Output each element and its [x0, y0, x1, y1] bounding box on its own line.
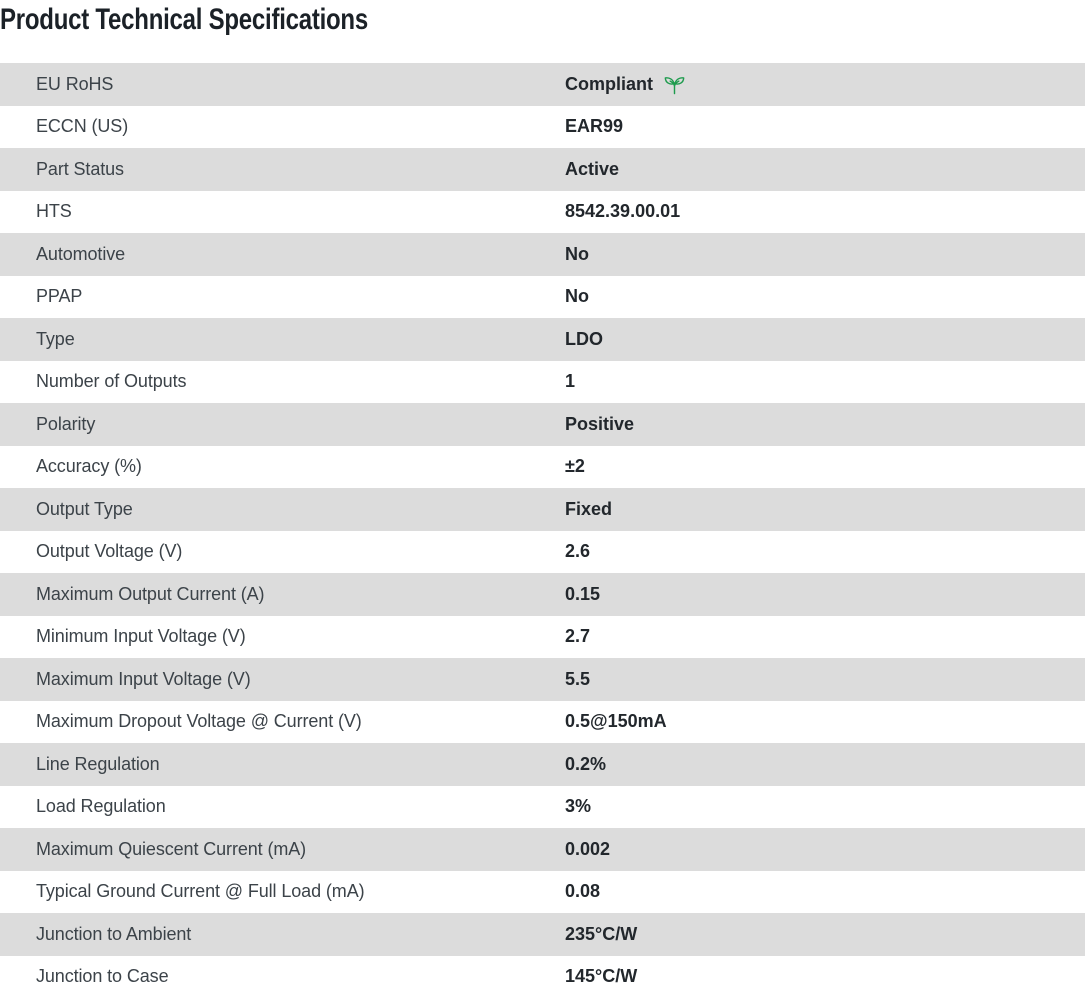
table-row: Line Regulation 0.2%	[0, 743, 1085, 786]
spec-label: Number of Outputs	[36, 371, 187, 392]
spec-value: 5.5	[565, 669, 1085, 690]
spec-value: EAR99	[565, 116, 1085, 137]
table-row: PPAP No	[0, 275, 1085, 318]
spec-label: Part Status	[36, 158, 124, 179]
spec-value-text: 0.002	[565, 838, 611, 859]
table-row: Part Status Active	[0, 148, 1085, 191]
spec-value-text: 2.6	[565, 541, 591, 562]
spec-label: HTS	[36, 201, 72, 222]
spec-value-text: ±2	[565, 456, 585, 477]
spec-value-text: EAR99	[565, 116, 624, 137]
spec-label: Output Type	[36, 498, 133, 519]
spec-value: LDO	[565, 329, 1085, 350]
table-row: EU RoHS Compliant	[0, 63, 1085, 106]
table-row: Typical Ground Current @ Full Load (mA) …	[0, 870, 1085, 913]
table-row: Load Regulation 3%	[0, 785, 1085, 828]
spec-value-text: Compliant	[565, 73, 653, 94]
spec-label: Polarity	[36, 413, 96, 434]
spec-label: Minimum Input Voltage (V)	[36, 626, 246, 647]
table-row: Number of Outputs 1	[0, 360, 1085, 403]
spec-label: Junction to Case	[36, 966, 169, 987]
spec-value-text: LDO	[565, 328, 603, 349]
spec-label: Maximum Output Current (A)	[36, 583, 265, 604]
spec-value-text: No	[565, 286, 589, 307]
table-row: Output Voltage (V) 2.6	[0, 530, 1085, 573]
spec-value-text: 8542.39.00.01	[565, 201, 681, 222]
spec-value: 235°C/W	[565, 924, 1085, 945]
spec-value: ±2	[565, 456, 1085, 477]
spec-value: Active	[565, 159, 1085, 180]
spec-value-text: Active	[565, 158, 620, 179]
table-row: Type LDO	[0, 318, 1085, 361]
table-row: Maximum Quiescent Current (mA) 0.002	[0, 828, 1085, 871]
spec-value-text: 235°C/W	[565, 923, 638, 944]
spec-value: 0.5@150mA	[565, 711, 1085, 732]
spec-value: 2.7	[565, 626, 1085, 647]
spec-value-text: No	[565, 243, 589, 264]
spec-value: Compliant	[565, 73, 1085, 95]
spec-value-text: 5.5	[565, 668, 591, 689]
spec-value: Positive	[565, 414, 1085, 435]
spec-value-text: Fixed	[565, 498, 613, 519]
table-row: Maximum Input Voltage (V) 5.5	[0, 658, 1085, 701]
spec-label: Automotive	[36, 243, 126, 264]
spec-value: 0.15	[565, 584, 1085, 605]
page-title: Product Technical Specifications	[0, 3, 368, 36]
spec-label: EU RoHS	[36, 73, 114, 94]
spec-value: 8542.39.00.01	[565, 201, 1085, 222]
spec-label: Load Regulation	[36, 796, 166, 817]
spec-label: Accuracy (%)	[36, 456, 142, 477]
spec-value: 0.002	[565, 839, 1085, 860]
table-row: Junction to Case 145°C/W	[0, 955, 1085, 998]
table-row: Junction to Ambient 235°C/W	[0, 913, 1085, 956]
spec-value-text: Positive	[565, 413, 635, 434]
spec-value: 2.6	[565, 541, 1085, 562]
table-row: Maximum Output Current (A) 0.15	[0, 573, 1085, 616]
spec-value: 0.08	[565, 881, 1085, 902]
spec-label: Junction to Ambient	[36, 923, 192, 944]
spec-value-text: 0.2%	[565, 753, 607, 774]
spec-value-text: 0.5@150mA	[565, 711, 667, 732]
page-header: Product Technical Specifications	[0, 0, 1085, 63]
spec-value: Fixed	[565, 499, 1085, 520]
table-row: Accuracy (%) ±2	[0, 445, 1085, 488]
spec-value-text: 2.7	[565, 626, 591, 647]
spec-value: No	[565, 244, 1085, 265]
spec-value: 3%	[565, 796, 1085, 817]
spec-label: Typical Ground Current @ Full Load (mA)	[36, 881, 365, 902]
spec-label: Maximum Input Voltage (V)	[36, 668, 251, 689]
spec-value: No	[565, 286, 1085, 307]
eco-leaf-icon[interactable]	[663, 74, 686, 95]
spec-value-text: 1	[565, 371, 576, 392]
spec-label: Type	[36, 328, 75, 349]
table-row: Minimum Input Voltage (V) 2.7	[0, 615, 1085, 658]
spec-label: Line Regulation	[36, 753, 160, 774]
spec-value-text: 3%	[565, 796, 592, 817]
table-row: Output Type Fixed	[0, 488, 1085, 531]
table-row: ECCN (US) EAR99	[0, 105, 1085, 148]
spec-value-text: 145°C/W	[565, 966, 638, 987]
spec-value: 1	[565, 371, 1085, 392]
spec-value: 0.2%	[565, 754, 1085, 775]
spec-label: Maximum Quiescent Current (mA)	[36, 838, 307, 859]
spec-value-text: 0.15	[565, 583, 601, 604]
table-row: Polarity Positive	[0, 403, 1085, 446]
spec-label: PPAP	[36, 286, 83, 307]
spec-label: ECCN (US)	[36, 116, 129, 137]
table-row: Automotive No	[0, 233, 1085, 276]
spec-label: Maximum Dropout Voltage @ Current (V)	[36, 711, 362, 732]
table-row: HTS 8542.39.00.01	[0, 190, 1085, 233]
spec-label: Output Voltage (V)	[36, 541, 183, 562]
spec-value-text: 0.08	[565, 881, 601, 902]
table-row: Maximum Dropout Voltage @ Current (V) 0.…	[0, 700, 1085, 743]
spec-table: EU RoHS Compliant ECCN (US) EAR99 Part S…	[0, 63, 1085, 998]
spec-value: 145°C/W	[565, 966, 1085, 987]
